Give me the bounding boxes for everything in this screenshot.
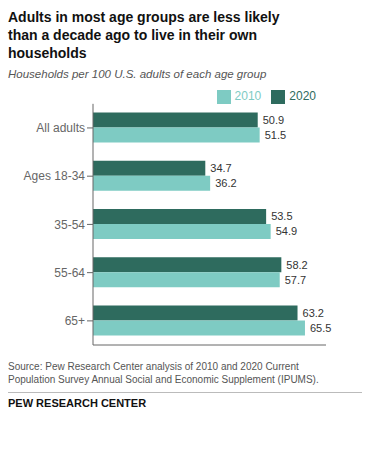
svg-text:Ages 18-34: Ages 18-34 [24, 169, 86, 183]
html-text:Households per 100 U.S. adults: Households per 100 U.S. adults of each a… [8, 68, 267, 80]
svg-text:65+: 65+ [65, 314, 85, 328]
svg-text:57.7: 57.7 [285, 274, 306, 286]
svg-text:34.7: 34.7 [210, 162, 231, 174]
svg-text:65.5: 65.5 [310, 322, 331, 334]
html-text:2020: 2020 [289, 89, 316, 103]
svg-text:51.5: 51.5 [265, 129, 286, 141]
svg-text:55-64: 55-64 [54, 266, 85, 280]
html-text:Adults in most age groups are: Adults in most age groups are less likel… [8, 9, 280, 61]
svg-text:36.2: 36.2 [215, 177, 236, 189]
svg-text:All adults: All adults [36, 121, 85, 135]
svg-text:54.9: 54.9 [276, 225, 297, 237]
html-text:PEW RESEARCH CENTER: PEW RESEARCH CENTER [8, 397, 147, 409]
svg-text:58.2: 58.2 [286, 259, 307, 271]
html-text:Source: Pew Research Center an: Source: Pew Research Center analysis of … [8, 361, 319, 385]
svg-text:35-54: 35-54 [54, 218, 85, 232]
svg-text:50.9: 50.9 [263, 114, 284, 126]
svg-text:53.5: 53.5 [271, 210, 292, 222]
svg-text:63.2: 63.2 [303, 307, 324, 319]
html-text:2010: 2010 [234, 89, 262, 103]
